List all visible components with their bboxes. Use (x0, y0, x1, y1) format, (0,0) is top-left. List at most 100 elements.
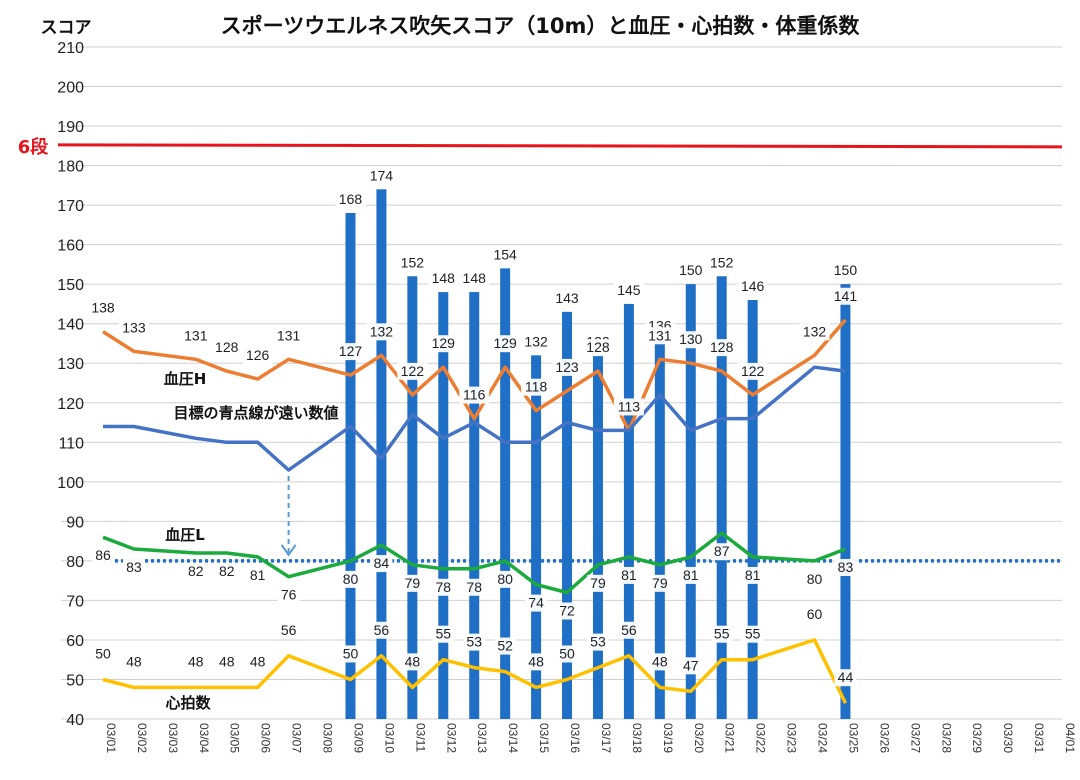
data-label-bg (366, 323, 397, 341)
data-label-bg (737, 277, 768, 295)
line-value-label: 123 (555, 359, 579, 375)
line-value-label: 48 (250, 653, 266, 669)
data-label-bg (617, 566, 640, 584)
x-tick-label: 03/03 (166, 723, 180, 753)
data-label-bg (706, 254, 737, 272)
line-value-label: 48 (126, 653, 142, 669)
data-label-bg (118, 319, 149, 337)
y-tick-label: 120 (57, 396, 84, 413)
bar (376, 189, 387, 719)
data-label-bg (335, 343, 366, 361)
line-value-label: 78 (466, 579, 482, 595)
y-tick-label: 180 (57, 159, 84, 176)
data-label-bg (525, 594, 548, 612)
data-label-bg (586, 633, 609, 651)
bar (654, 339, 665, 719)
grid (61, 46, 1062, 720)
line-value-label: 56 (281, 622, 297, 638)
data-label-bg (432, 578, 455, 596)
y-tick-label: 190 (57, 119, 84, 136)
x-tick-label: 03/18 (630, 723, 644, 753)
data-label-bg (277, 586, 300, 604)
data-label-bg (370, 555, 393, 573)
data-label-bg (432, 625, 455, 643)
x-tick-label: 03/21 (723, 723, 737, 753)
line-value-label: 50 (559, 645, 575, 661)
line-value-label: 53 (590, 634, 606, 650)
line-value-label: 48 (652, 653, 668, 669)
line-value-label: 79 (590, 575, 606, 591)
y-tick-label: 50 (66, 672, 84, 689)
bar-value-label: 145 (617, 282, 641, 298)
x-tick-label: 03/30 (1001, 723, 1015, 753)
data-label-bg (556, 602, 579, 620)
line-value-label: 132 (803, 323, 827, 339)
data-label-bg (211, 339, 242, 357)
line-value-label: 81 (745, 567, 761, 583)
y-tick-label: 140 (57, 317, 84, 334)
x-tick-label: 03/01 (104, 723, 118, 753)
line-value-label: 80 (497, 571, 513, 587)
x-tick-label: 03/26 (877, 723, 891, 753)
line-value-label: 133 (122, 319, 146, 335)
line-value-label: 131 (277, 327, 301, 343)
line-value-label: 55 (745, 626, 761, 642)
y-axis-title: スコア (41, 18, 92, 38)
data-label-bg (494, 637, 517, 655)
x-tick-label: 03/27 (908, 723, 922, 753)
line-value-label: 81 (621, 567, 637, 583)
line-value-label: 116 (463, 387, 486, 403)
data-label-bg (401, 653, 424, 671)
data-label-bg (644, 327, 675, 345)
line-value-label: 87 (714, 543, 730, 559)
line-value-label: 83 (838, 559, 854, 575)
data-label-bg (184, 562, 207, 580)
line-value-label: 113 (618, 398, 641, 414)
data-label-bg (335, 191, 366, 209)
data-label-bg (648, 653, 671, 671)
annotations (280, 475, 297, 557)
data-label-bg (397, 254, 428, 272)
x-tick-label: 03/07 (290, 723, 304, 753)
x-tick-label: 03/28 (939, 723, 953, 753)
line-value-label: 131 (184, 327, 208, 343)
x-tick-label: 03/14 (506, 723, 520, 753)
data-label-bg (92, 547, 114, 565)
bar (500, 268, 511, 719)
data-label-bg (617, 621, 640, 639)
data-label-bg (459, 386, 490, 404)
data-label-bg (494, 570, 517, 588)
data-label-bg (648, 574, 671, 592)
line-value-label: 83 (126, 559, 142, 575)
line-value-label: 48 (528, 653, 544, 669)
data-label-bg (613, 281, 644, 299)
data-label-bg (401, 574, 424, 592)
line-value-label: 131 (648, 327, 672, 343)
x-tick-label: 03/16 (568, 723, 582, 753)
data-label-bg (180, 327, 211, 345)
line-value-label: 56 (374, 622, 390, 638)
data-label-bg (741, 566, 764, 584)
line-value-label: 128 (586, 339, 610, 355)
data-label-bg (490, 246, 521, 264)
data-label-bg (242, 347, 273, 365)
x-tick-label: 03/19 (661, 723, 675, 753)
data-label-bg (834, 669, 857, 687)
bar (623, 303, 634, 719)
data-label-bg (397, 362, 428, 380)
bar (716, 276, 727, 719)
bar (592, 355, 603, 719)
line-value-label: 79 (405, 575, 421, 591)
line-value-label: 129 (432, 335, 456, 351)
line-value-label: 44 (838, 669, 854, 685)
data-label-bg (273, 327, 304, 345)
bar-value-label: 154 (493, 246, 517, 262)
series-name-label: 目標の青点線が遠い数値 (173, 404, 338, 422)
bar-value-label: 146 (741, 278, 765, 294)
data-label-bg (582, 339, 613, 357)
data-label-bg (586, 574, 609, 592)
y-tick-label: 110 (58, 435, 84, 452)
data-label-bg (521, 333, 552, 351)
data-label-bg (830, 287, 861, 305)
bar-value-label: 148 (463, 270, 487, 286)
